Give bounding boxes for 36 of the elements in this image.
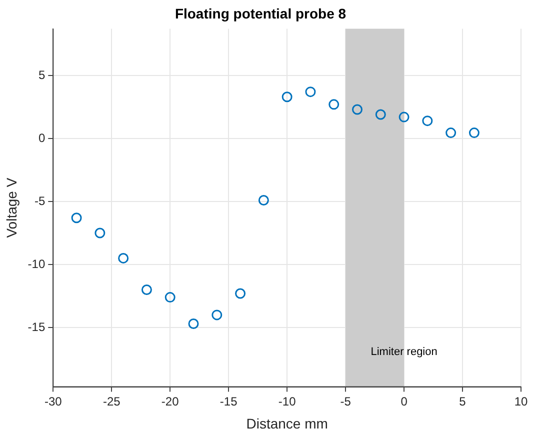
point [212,310,222,320]
point [305,86,316,98]
y-tick-label: 0 [38,130,46,145]
x-tick-label: 10 [514,394,528,408]
y-tick-label: -5 [34,194,46,208]
point [118,252,129,264]
x-tick-label: -10 [278,394,296,408]
point [352,104,362,115]
point [94,228,106,238]
point [71,212,82,224]
chart-title: Floating potential probe 8 [174,5,346,22]
point [164,292,176,303]
point [446,128,456,138]
point [468,128,480,138]
y-tick-label: 5 [38,68,46,82]
point [235,288,246,299]
point [282,92,292,102]
x-axis-title: Distance mm [246,415,328,432]
point [141,284,152,295]
x-tick-label: -5 [340,394,352,408]
point [398,112,410,122]
x-tick-label: 5 [459,394,466,408]
y-tick-label: -15 [28,320,46,334]
x-tick-label: -25 [102,394,121,408]
point [328,99,340,110]
point [188,318,199,330]
x-tick-label: -30 [44,394,62,408]
x-tick-label: 0 [400,394,408,408]
point [422,116,433,126]
y-tick-label: -10 [28,256,46,271]
y-axis-title: Voltage V [3,177,20,238]
point [258,194,269,206]
x-tick-label: -20 [161,394,180,408]
x-tick-label: -15 [220,394,238,408]
point [375,109,386,120]
band-label: Limiter region [370,346,438,358]
